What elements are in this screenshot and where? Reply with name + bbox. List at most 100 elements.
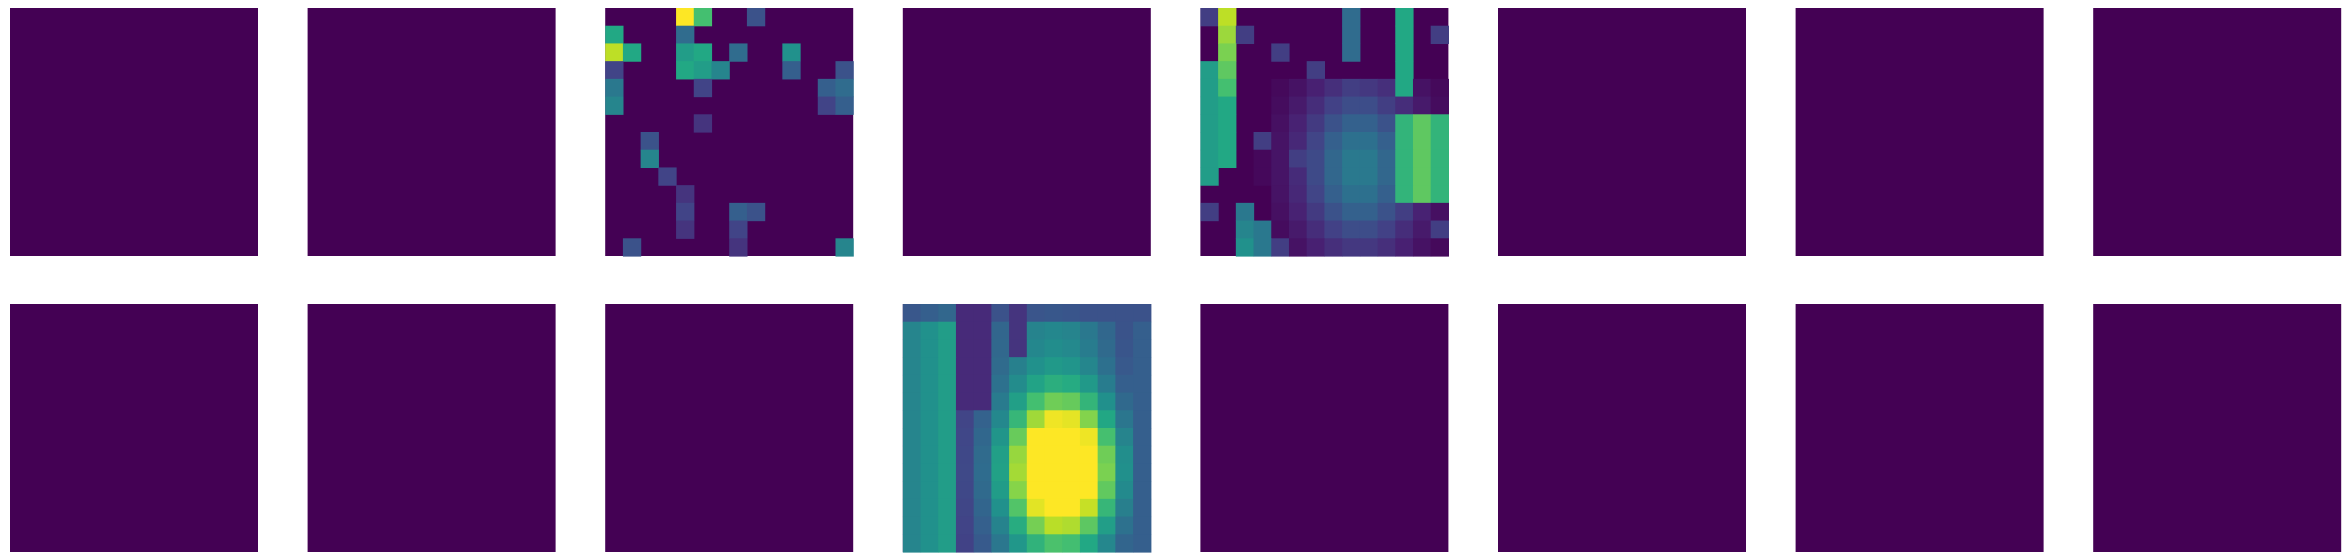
heatmap-cell [1324, 220, 1343, 239]
heatmap-cell [1430, 149, 1449, 169]
heatmap-cell [658, 167, 677, 186]
heatmap-cell [920, 534, 939, 553]
panel-background [605, 304, 854, 552]
heatmap-cell [1133, 516, 1152, 535]
heatmap-cell [835, 78, 854, 98]
heatmap-cell [1218, 78, 1237, 98]
heatmap-cell [1200, 114, 1219, 133]
feature-map-panel-12 [1200, 304, 1449, 552]
heatmap-cell [973, 321, 992, 341]
heatmap-cell [1377, 78, 1396, 98]
heatmap-cell [1218, 149, 1237, 169]
heatmap-cell [1115, 357, 1134, 376]
heatmap-cell [1115, 534, 1134, 553]
heatmap-cell [1288, 149, 1308, 169]
heatmap-cell [1026, 534, 1046, 553]
heatmap-cell [1218, 61, 1237, 80]
feature-map-panel-3 [902, 8, 1151, 256]
heatmap-cell [1062, 410, 1081, 429]
heatmap-cell [1218, 8, 1237, 27]
heatmap-cell [1359, 220, 1379, 239]
heatmap-cell [1271, 202, 1290, 222]
heatmap-cell [1044, 357, 1063, 376]
heatmap-cell [1342, 78, 1361, 98]
heatmap-cell [1324, 167, 1343, 186]
panel-background [1498, 304, 1746, 552]
heatmap-cell [1430, 114, 1449, 133]
heatmap-cell [973, 428, 992, 447]
feature-map-panel-15 [2093, 304, 2342, 552]
heatmap-cell [640, 132, 659, 151]
heatmap-cell [1324, 238, 1343, 257]
heatmap-cell [1306, 220, 1325, 239]
heatmap-cell [1009, 463, 1028, 482]
heatmap-cell [640, 149, 659, 169]
heatmap-cell [955, 339, 975, 358]
heatmap-cell [973, 498, 992, 518]
heatmap-cell [1079, 374, 1099, 394]
heatmap-cell [1062, 498, 1081, 518]
feature-map-panel-7 [2093, 8, 2342, 256]
heatmap-cell [1115, 516, 1134, 535]
heatmap-cell [973, 374, 992, 394]
heatmap-cell [1133, 392, 1152, 411]
heatmap-cell [1271, 167, 1290, 186]
heatmap-cell [676, 220, 695, 239]
heatmap-cell [676, 185, 695, 204]
heatmap-cell [746, 8, 766, 27]
heatmap-cell [955, 410, 975, 429]
heatmap-cell [1097, 410, 1116, 429]
heatmap-cell [991, 516, 1010, 535]
heatmap-cell [1412, 238, 1432, 257]
heatmap-cell [1097, 463, 1116, 482]
heatmap-cell [1271, 43, 1290, 62]
heatmap-cell [955, 498, 975, 518]
heatmap-cell [693, 8, 713, 27]
feature-map-panel-13 [1498, 304, 1746, 552]
heatmap-cell [1412, 78, 1432, 98]
panel-background [1795, 304, 2044, 552]
panel-background [902, 8, 1151, 256]
heatmap-cell [1026, 339, 1046, 358]
heatmap-cell [973, 304, 992, 323]
heatmap-cell [817, 78, 837, 98]
heatmap-cell [1235, 202, 1255, 222]
heatmap-cell [938, 410, 957, 429]
heatmap-cell [1395, 167, 1414, 186]
heatmap-cell [1062, 374, 1081, 394]
heatmap-cell [1133, 498, 1152, 518]
heatmap-cell [1133, 428, 1152, 447]
panel-background [1200, 304, 1449, 552]
heatmap-cell [1412, 202, 1432, 222]
heatmap-cell [1044, 410, 1063, 429]
heatmap-cell [1044, 428, 1063, 447]
heatmap-cell [729, 220, 748, 239]
heatmap-cell [1079, 410, 1099, 429]
heatmap-cell [1079, 481, 1099, 500]
heatmap-cell [955, 374, 975, 394]
feature-map-panel-9 [307, 304, 556, 552]
heatmap-cell [1342, 220, 1361, 239]
heatmap-cell [1062, 392, 1081, 411]
heatmap-cell [1026, 304, 1046, 323]
heatmap-cell [1218, 96, 1237, 115]
heatmap-cell [1430, 132, 1449, 151]
heatmap-cell [1200, 167, 1219, 186]
heatmap-cell [1377, 132, 1396, 151]
heatmap-cell [1395, 114, 1414, 133]
heatmap-cell [920, 516, 939, 535]
heatmap-cell [1430, 202, 1449, 222]
heatmap-cell [1062, 534, 1081, 553]
heatmap-cell [1009, 498, 1028, 518]
heatmap-cell [1044, 374, 1063, 394]
heatmap-cell [729, 238, 748, 257]
heatmap-cell [729, 202, 748, 222]
heatmap-cell [1062, 357, 1081, 376]
heatmap-cell [1115, 339, 1134, 358]
heatmap-cell [973, 410, 992, 429]
heatmap-cell [902, 339, 922, 358]
heatmap-cell [955, 304, 975, 323]
heatmap-cell [676, 25, 695, 45]
heatmap-cell [1306, 114, 1325, 133]
heatmap-cell [938, 321, 957, 341]
